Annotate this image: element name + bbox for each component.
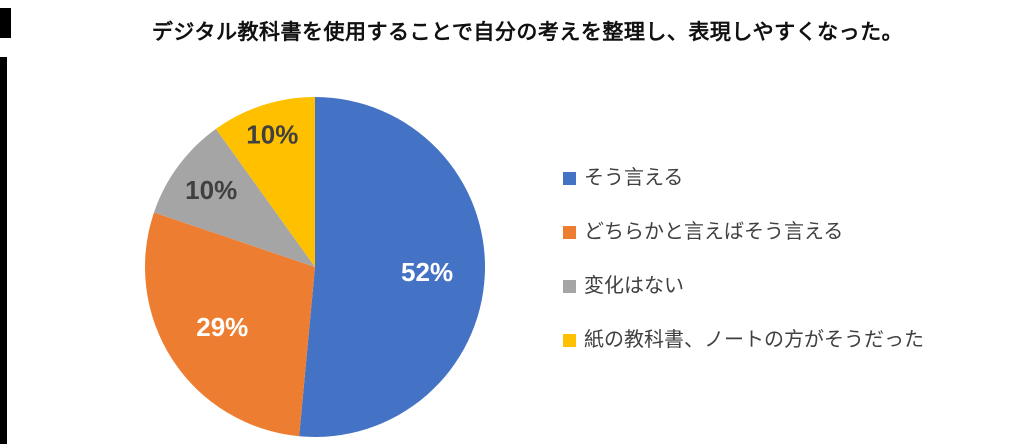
- legend-swatch: [563, 225, 576, 239]
- legend-item: 変化はない: [563, 271, 924, 301]
- legend-item: どちらかと言えばそう言える: [563, 217, 924, 247]
- chart-title: デジタル教科書を使用することで自分の考えを整理し、表現しやすくなった。: [151, 21, 904, 44]
- legend-swatch: [563, 171, 576, 185]
- pie-chart: 52% 29% 10% 10%: [144, 97, 486, 437]
- legend-swatch: [563, 279, 576, 293]
- pie-slice-0: [299, 97, 486, 437]
- pie-slice-pct-label: 52%: [401, 257, 453, 287]
- pie-slice-1: [144, 212, 315, 437]
- legend-swatch: [563, 333, 576, 347]
- legend-item: 紙の教科書、ノートの方がそうだった: [563, 325, 924, 355]
- legend-label: そう言える: [584, 167, 684, 189]
- pie-slice-3: [215, 97, 315, 267]
- legend: そう言えるどちらかと言えばそう言える 変化はない紙の教科書、ノートの方がそうだった: [563, 163, 924, 355]
- pie-chart-area: 52% 29% 10% 10%: [143, 95, 487, 439]
- legend-label: どちらかと言えばそう言える: [584, 221, 844, 243]
- legend-label: 紙の教科書、ノートの方がそうだった: [584, 329, 924, 351]
- pie-slice-pct-label: 29%: [196, 312, 248, 342]
- pie-slice-pct-label: 10%: [185, 175, 237, 205]
- left-edge-mark-top: [0, 8, 11, 38]
- pie-slice-2: [153, 128, 315, 267]
- pie-slice-pct-label: 10%: [246, 119, 298, 149]
- legend-label: 変化はない: [584, 275, 684, 297]
- left-edge-bar: [0, 57, 7, 444]
- legend-item: そう言える: [563, 163, 924, 193]
